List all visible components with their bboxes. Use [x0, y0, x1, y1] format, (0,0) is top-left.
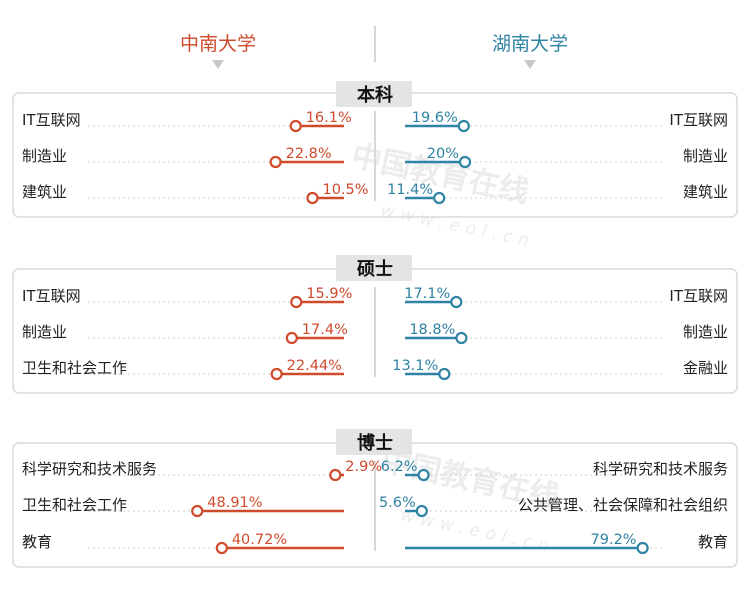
left-value-label: 16.1%: [306, 110, 352, 126]
right-bar-dot: [417, 468, 430, 482]
left-category-label: IT互联网: [22, 287, 81, 305]
right-down-arrow-icon: [524, 60, 536, 69]
panel-title-box: [336, 429, 412, 455]
right-university-title: 湖南大学: [492, 33, 568, 55]
left-bar-dot: [215, 541, 228, 555]
left-category-label: 科学研究和技术服务: [22, 460, 157, 478]
right-category-label: 制造业: [683, 147, 728, 165]
left-category-label: IT互联网: [22, 111, 81, 129]
panel-1: 本科 IT互联网 IT互联网 16.1% 19.6% 制造业 制造业 22.8% 20% 建筑业 建…: [12, 81, 738, 218]
panel-title: 本科: [357, 84, 393, 106]
right-category-label: 教育: [698, 533, 728, 551]
right-value-label: 18.8%: [409, 322, 455, 338]
left-category-label: 建筑业: [22, 183, 67, 201]
left-bar-dot: [191, 504, 204, 518]
left-value-label: 2.9%: [345, 459, 382, 475]
right-value-label: 20%: [427, 146, 459, 162]
panel-title-box: [336, 255, 412, 281]
right-value-label: 79.2%: [591, 532, 637, 548]
panels: 本科IT互联网 IT互联网16.1% 19.6%制造业 制造业22.8% 20%建筑业建…: [12, 81, 738, 568]
panel-2: 硕士 IT互联网 IT互联网 15.9% 17.1% 制造业 制造业 17.4% 18.8% 卫生…: [12, 255, 738, 394]
left-value-label: 10.5%: [323, 182, 369, 198]
right-category-label: 公共管理、社会保障和社会组织: [518, 496, 728, 514]
left-category-label: 制造业: [22, 147, 67, 165]
panel-title: 硕士: [357, 259, 393, 280]
right-bar-dot: [455, 331, 468, 345]
left-value-label: 22.44%: [287, 358, 342, 374]
right-category-label: 建筑业: [683, 183, 728, 201]
right-category-label: IT互联网: [669, 111, 728, 129]
right-value-label: 13.1%: [392, 358, 438, 374]
left-value-label: 48.91%: [207, 495, 262, 511]
left-category-label: 教育: [22, 533, 52, 551]
left-value-label: 22.8%: [286, 146, 332, 162]
right-bar-dot: [457, 119, 470, 133]
left-bar-dot: [269, 155, 282, 169]
right-category-label: 科学研究和技术服务: [593, 460, 728, 478]
right-bar-dot: [415, 504, 428, 518]
left-university-title: 中南大学: [180, 33, 256, 55]
right-bar-dot: [438, 367, 451, 381]
right-value-label: 6.2%: [381, 459, 418, 475]
left-bar-dot: [329, 468, 342, 482]
left-bar-dot: [289, 119, 302, 133]
right-value-label: 5.6%: [379, 495, 416, 511]
right-category-label: 金融业: [683, 359, 728, 377]
left-bar-dot: [285, 331, 298, 345]
panel-title: 博士: [357, 432, 393, 454]
right-bar-dot: [636, 541, 649, 555]
left-category-label: 卫生和社会工作: [22, 359, 127, 377]
left-category-label: 制造业: [22, 323, 67, 341]
right-bar-dot: [450, 295, 463, 309]
right-value-label: 17.1%: [404, 286, 450, 302]
right-value-label: 19.6%: [412, 110, 458, 126]
right-bar-dot: [433, 191, 446, 205]
right-category-label: IT互联网: [669, 287, 728, 305]
left-value-label: 15.9%: [306, 286, 352, 302]
left-value-label: 17.4%: [302, 322, 348, 338]
left-value-label: 40.72%: [232, 532, 287, 548]
right-category-label: 制造业: [683, 323, 728, 341]
left-bar-dot: [270, 367, 283, 381]
left-bar-dot: [306, 191, 319, 205]
left-bar-dot: [290, 295, 303, 309]
right-bar-dot: [458, 155, 472, 169]
svg-text:www.eol.cn: www.eol.cn: [379, 200, 537, 252]
left-down-arrow-icon: [212, 60, 224, 69]
right-value-label: 11.4%: [387, 182, 433, 198]
panel-title-box: [336, 81, 412, 107]
left-category-label: 卫生和社会工作: [22, 496, 127, 514]
